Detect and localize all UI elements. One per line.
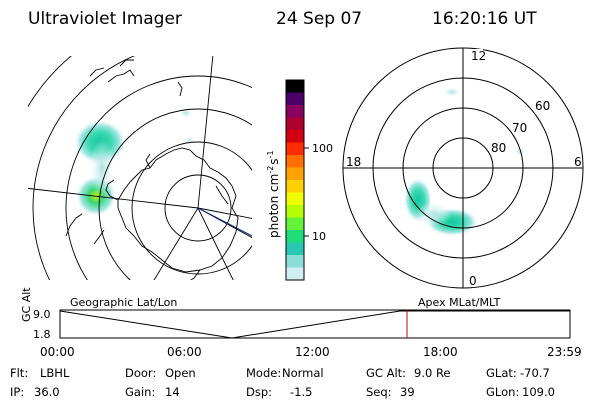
- colorbar-unit-label: photon cm-2s-1: [266, 150, 281, 238]
- time-tick-0600: 06:00: [167, 345, 202, 359]
- colorbar-segment: [286, 105, 304, 119]
- mlt-hour-0: 0: [469, 274, 477, 288]
- colorbar-segment: [286, 92, 304, 106]
- colorbar-segment: [286, 142, 304, 156]
- colorbar-segment: [286, 130, 304, 144]
- gain-value: 14: [165, 385, 180, 399]
- mlat-label-70: 70: [512, 121, 527, 135]
- aurora-emission-geo: [74, 108, 195, 216]
- mlt-hour-6: 6: [574, 155, 582, 169]
- colorbar-segment: [286, 217, 304, 231]
- colorbar-segment: [286, 242, 304, 256]
- altitude-plot-frame: [59, 309, 571, 339]
- glon-value: 109.0: [522, 385, 555, 399]
- mlt-hour-lines: [343, 48, 583, 288]
- coastline: [65, 59, 239, 280]
- colorbar-tick-10: 10: [312, 230, 326, 243]
- dsp-label: Dsp:: [246, 385, 272, 399]
- colorbar-scale: [286, 80, 304, 281]
- colorbar-segment: [286, 255, 304, 269]
- flt-label: Flt:: [10, 366, 28, 380]
- seq-label: Seq:: [366, 385, 392, 399]
- glon-label: GLon:: [486, 385, 519, 399]
- ip-label: IP:: [10, 385, 24, 399]
- time-tick-0000: 00:00: [40, 345, 75, 359]
- mlt-hour-18: 18: [346, 155, 361, 169]
- altitude-timeline: Geographic Lat/Lon Apex MLat/MLT GC Alt …: [20, 287, 582, 359]
- gcalt-label: GC Alt:: [366, 366, 406, 380]
- time-tick-1200: 12:00: [295, 345, 330, 359]
- colorbar-segment: [286, 167, 304, 181]
- seq-value: 39: [400, 385, 415, 399]
- door-label: Door:: [125, 366, 156, 380]
- colorbar-segment: [286, 192, 304, 206]
- mlt-map-label: Apex MLat/MLT: [418, 296, 501, 309]
- mlat-label-80: 80: [491, 141, 506, 155]
- mlat-label-60: 60: [535, 99, 550, 113]
- mlt-hour-12: 12: [471, 49, 486, 63]
- colorbar-segment: [286, 155, 304, 169]
- altitude-tick-bottom: 1.8: [33, 328, 51, 341]
- gain-label: Gain:: [125, 385, 155, 399]
- dsp-value: -1.5: [290, 385, 312, 399]
- gcalt-value: 9.0 Re: [414, 366, 451, 380]
- altitude-curve: [59, 310, 570, 339]
- colorbar-tick-100: 100: [312, 142, 333, 155]
- glat-label: GLat:: [486, 366, 517, 380]
- time-label: 16:20:16 UT: [432, 9, 537, 29]
- glat-value: -70.7: [520, 366, 550, 380]
- colorbar-frame: [285, 79, 305, 281]
- mode-label: Mode:: [246, 366, 281, 380]
- geo-meridians: [28, 56, 252, 280]
- date-label: 24 Sep 07: [276, 9, 362, 29]
- colorbar-segment: [286, 267, 304, 281]
- colorbar: 100 10 photon cm-2s-1: [266, 79, 333, 281]
- colorbar-segment: [286, 80, 304, 94]
- header: Ultraviolet Imager 24 Sep 07 16:20:16 UT: [28, 9, 537, 29]
- aurora-emission-mlt: [404, 87, 526, 236]
- colorbar-segment: [286, 117, 304, 131]
- instrument-title: Ultraviolet Imager: [28, 9, 182, 29]
- door-value: Open: [165, 366, 196, 380]
- mode-value: Normal: [282, 366, 324, 380]
- time-tick-2359: 23:59: [547, 345, 582, 359]
- altitude-tick-top: 9.0: [33, 308, 51, 321]
- instrument-status: Flt: LBHL Door: Open Mode: Normal GC Alt…: [10, 366, 555, 399]
- colorbar-segment: [286, 230, 304, 244]
- geo-map-label: Geographic Lat/Lon: [70, 296, 177, 309]
- mlt-polar-plot: 12 0 18 6 60 70 80: [342, 47, 584, 289]
- colorbar-segment: [286, 180, 304, 194]
- altitude-axis-label: GC Alt: [20, 287, 33, 322]
- time-tick-1800: 18:00: [423, 345, 458, 359]
- noon-midnight-line: [197, 207, 252, 237]
- flt-value: LBHL: [40, 366, 70, 380]
- geographic-map: [28, 56, 252, 280]
- geo-latitude-circles: [28, 56, 252, 280]
- ip-value: 36.0: [34, 385, 60, 399]
- colorbar-segment: [286, 205, 304, 219]
